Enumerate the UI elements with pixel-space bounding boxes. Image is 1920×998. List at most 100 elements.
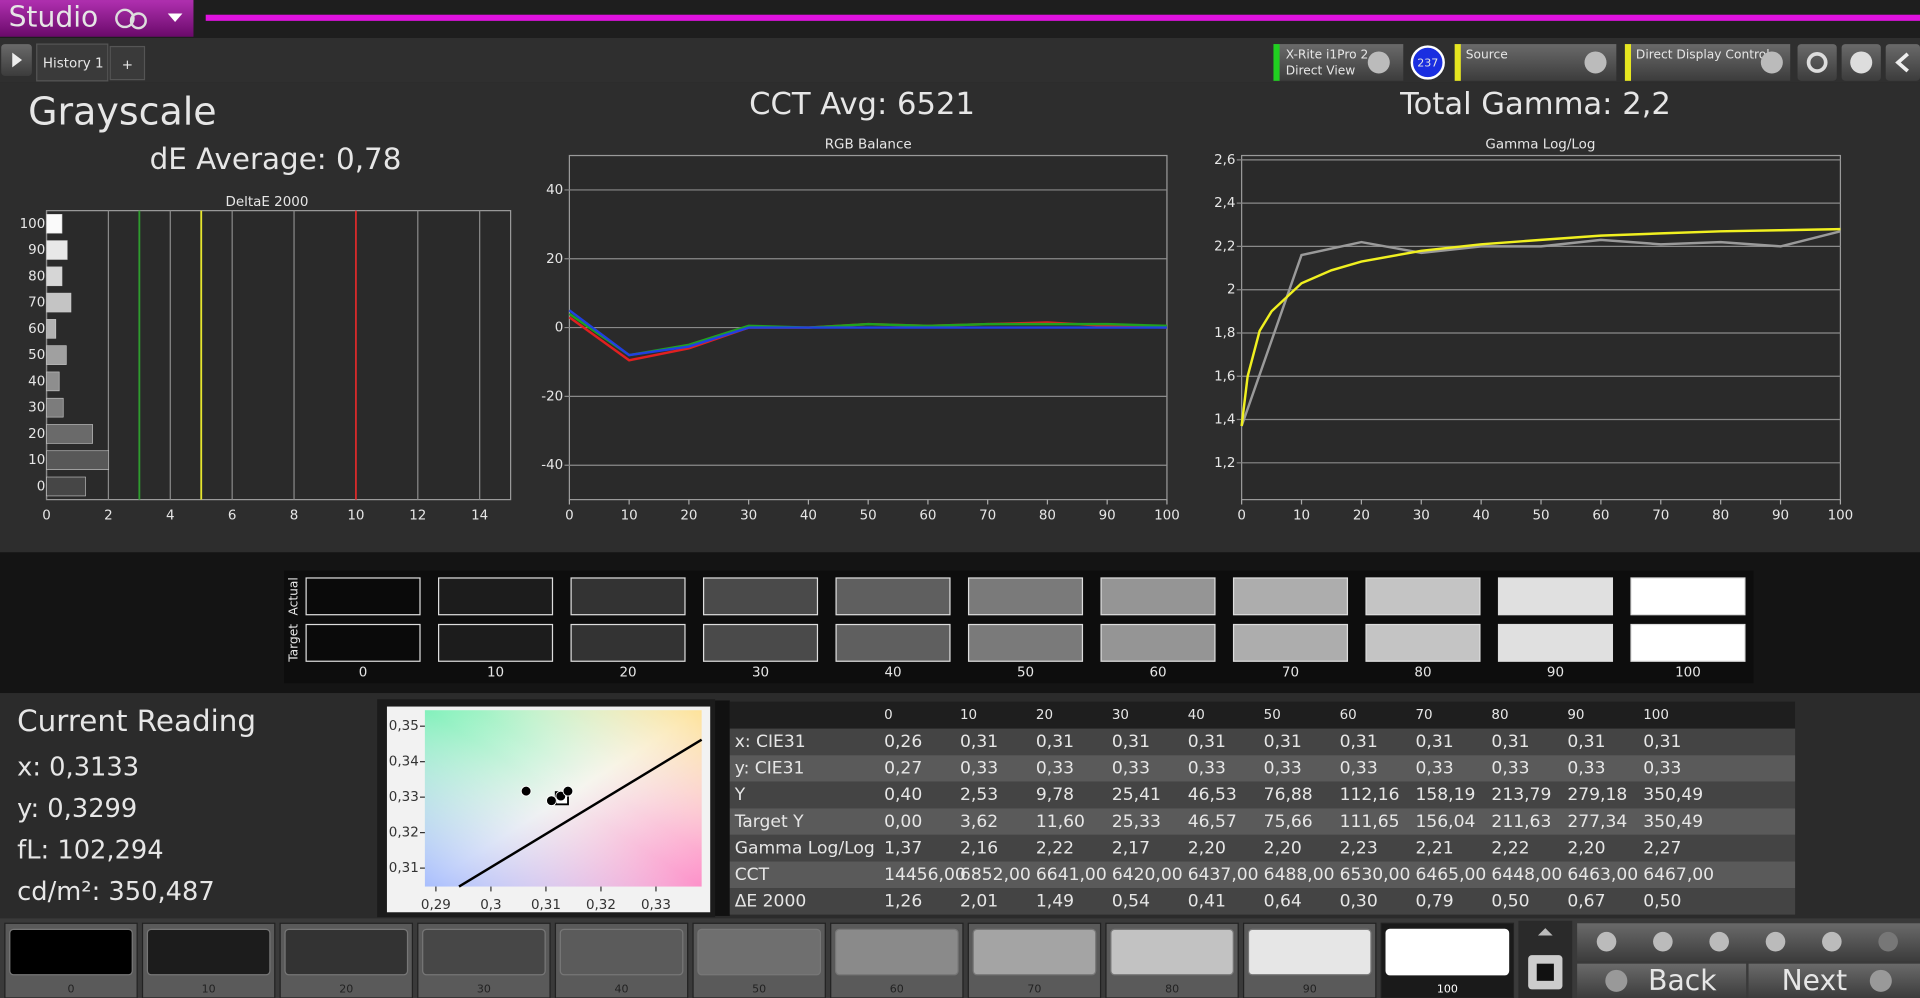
dropdown[interactable] — [1367, 51, 1390, 74]
y-tick-label: 40 — [28, 374, 45, 389]
reading-value: cd/m²: 350,487 — [17, 877, 215, 907]
patch[interactable] — [972, 928, 1097, 976]
cell: 0,26 — [884, 732, 922, 752]
y-tick-label: 0,31 — [389, 861, 419, 876]
actual-swatch — [570, 577, 686, 616]
x-tick-label: 70 — [979, 509, 996, 524]
cct-average: CCT Avg: 6521 — [749, 87, 975, 122]
target-swatch — [570, 623, 686, 662]
cell: 0,33 — [1491, 759, 1529, 779]
x-tick-label: 14 — [471, 509, 488, 524]
stop-icon[interactable] — [1596, 931, 1617, 952]
cell: 0,31 — [1416, 732, 1454, 752]
chart-title: RGB Balance — [825, 138, 912, 153]
cell: 0,31 — [1491, 732, 1529, 752]
y-tick-label: 80 — [28, 269, 45, 284]
patch-label: 30 — [477, 982, 491, 995]
cell: 2,53 — [960, 785, 998, 805]
y-tick-label: 100 — [20, 217, 46, 232]
actual-swatch — [967, 577, 1084, 616]
patch[interactable] — [559, 928, 684, 976]
icon — [1806, 52, 1828, 73]
table-row — [729, 888, 1796, 915]
column-header: 50 — [1264, 708, 1281, 723]
collapse-button[interactable] — [1885, 44, 1920, 81]
x-tick-label: 10 — [621, 509, 638, 524]
dropdown[interactable] — [1584, 51, 1607, 74]
cell: 6463,00 — [1567, 865, 1638, 885]
column-header: 30 — [1112, 708, 1129, 723]
column-header: 70 — [1416, 708, 1433, 723]
x-tick-label: 0,32 — [586, 898, 616, 913]
plot-background — [45, 210, 512, 501]
y-tick-label: 0,34 — [389, 755, 419, 770]
patch[interactable] — [1385, 928, 1510, 976]
cell: 0,33 — [1567, 759, 1605, 779]
logo — [129, 12, 147, 30]
next-label: Next — [1782, 964, 1848, 997]
hold-icon[interactable] — [1709, 931, 1729, 952]
cell: 0,33 — [1340, 759, 1378, 779]
patch-label: 20 — [339, 982, 353, 995]
x-tick-label: 8 — [290, 509, 299, 524]
patch[interactable] — [422, 928, 546, 976]
badge-label: 237 — [1417, 57, 1438, 70]
chart: DeltaE 2000 0 2 4 6 8 10 12 14 0 10 20 30 40 50 60 70 80 9… — [20, 195, 512, 524]
settings-button[interactable] — [1797, 44, 1837, 81]
bar — [46, 266, 63, 287]
row-label: Target — [286, 624, 300, 663]
patch[interactable] — [284, 928, 409, 976]
x-tick-label: 0,31 — [531, 898, 561, 913]
row-label: x: CIE31 — [735, 732, 806, 752]
app-menu[interactable] — [0, 0, 194, 37]
patch[interactable] — [697, 928, 822, 976]
cell: 2,20 — [1188, 838, 1226, 858]
cell: 2,01 — [960, 891, 998, 911]
x-tick-label: 0,3 — [480, 898, 501, 913]
tab[interactable] — [36, 43, 109, 82]
cell: 0,31 — [1188, 732, 1226, 752]
x-tick-label: 0,33 — [641, 898, 671, 913]
swatch-label: 80 — [1414, 665, 1431, 680]
cell: 0,67 — [1567, 891, 1605, 911]
patch-label: 50 — [752, 982, 766, 995]
patch[interactable] — [1247, 928, 1372, 976]
x-tick-label: 10 — [1293, 509, 1310, 524]
swatches: Actual Target 0 10 20 30 40 50 60 70 80 90 100 — [286, 577, 1746, 680]
app-name: Studio — [9, 0, 99, 33]
cell: 0,33 — [1112, 759, 1150, 779]
new-tab-button[interactable] — [109, 45, 146, 81]
patch[interactable] — [834, 928, 959, 976]
actual-swatch — [1100, 577, 1216, 616]
play-icon[interactable] — [1653, 931, 1673, 952]
cell: 6420,00 — [1112, 865, 1183, 885]
series-line — [1240, 230, 1841, 427]
x-tick-label: 60 — [1592, 509, 1609, 524]
cell: 350,49 — [1643, 785, 1703, 805]
meter-mode: Direct View — [1286, 64, 1356, 78]
reading-value: x: 0,3133 — [17, 752, 139, 782]
reading-value: y: 0,3299 — [17, 794, 137, 824]
y-tick-label: 10 — [28, 453, 45, 468]
refresh-icon[interactable] — [1822, 931, 1842, 952]
x-tick-label: 50 — [860, 509, 877, 524]
patch[interactable] — [9, 928, 133, 976]
x-tick-label: 60 — [919, 509, 936, 524]
cell: 9,78 — [1036, 785, 1074, 805]
dropdown[interactable] — [1760, 51, 1783, 74]
y-tick-label: 0 — [37, 479, 46, 494]
cell: 211,63 — [1491, 812, 1551, 832]
patch[interactable] — [1110, 928, 1234, 976]
chart: RGB Balance 0 10 20 30 40 50 60 70 80 90 100 -40 -20 0… — [541, 138, 1180, 524]
patch[interactable] — [146, 928, 271, 976]
cell: 0,33 — [1188, 759, 1226, 779]
actual-swatch — [305, 577, 421, 616]
y-tick-label: 0 — [555, 321, 564, 336]
cell: 25,41 — [1112, 785, 1161, 805]
swatch-label: 10 — [487, 665, 504, 680]
check-icon[interactable] — [1878, 931, 1898, 952]
loop-icon[interactable] — [1765, 931, 1786, 952]
series-line — [568, 309, 1167, 357]
cell: 2,17 — [1112, 838, 1150, 858]
